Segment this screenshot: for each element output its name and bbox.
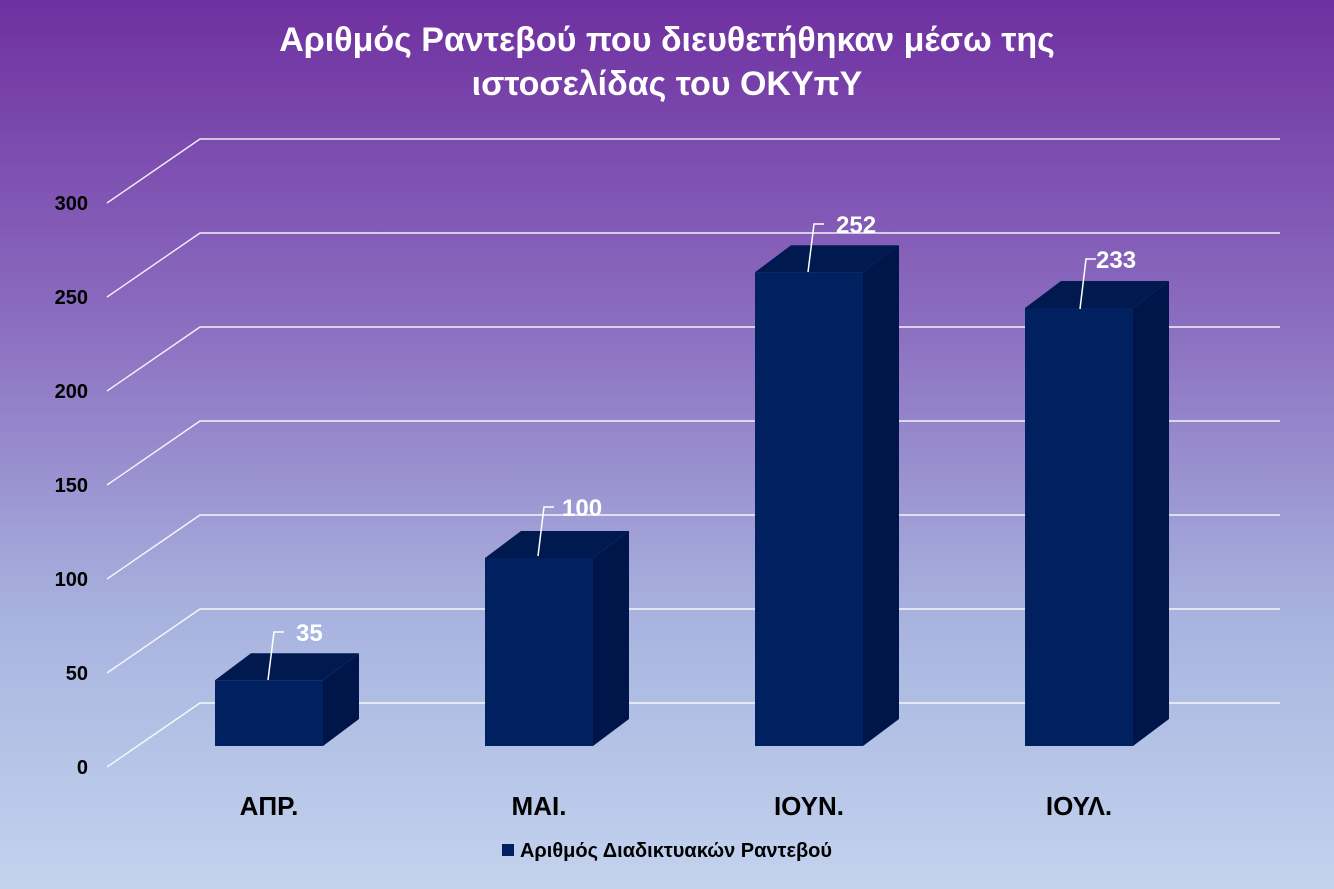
bar xyxy=(485,531,629,746)
bar xyxy=(215,653,359,746)
bars xyxy=(215,245,1169,747)
bar xyxy=(1025,280,1169,746)
bar-top xyxy=(755,245,899,273)
gridline xyxy=(106,608,1280,674)
bar-front xyxy=(215,680,323,746)
chart-title-line-2: ιστοσελίδας του ΟΚΥπΥ xyxy=(471,65,863,103)
data-label-leader xyxy=(537,506,554,557)
data-labels: 35 100 252 233 xyxy=(267,212,1136,681)
data-label-leader xyxy=(267,631,284,681)
data-label: 100 xyxy=(562,495,602,522)
data-label: 35 xyxy=(296,620,323,647)
y-tick-label: 200 xyxy=(55,381,88,403)
gridlines xyxy=(106,138,1280,768)
legend-swatch xyxy=(501,844,514,856)
bar-side xyxy=(863,245,899,747)
data-label: 252 xyxy=(836,212,876,239)
gridline xyxy=(106,702,1280,768)
y-tick-label: 50 xyxy=(66,663,88,685)
y-tick-label: 250 xyxy=(55,287,88,309)
x-tick-label: ΙΟΥΝ. xyxy=(774,791,844,821)
bar-front xyxy=(485,558,593,746)
gridline xyxy=(106,514,1280,580)
x-tick-label: ΙΟΥΛ. xyxy=(1046,791,1112,821)
chart-title-line-1: Αριθμός Ραντεβού που διευθετήθηκαν μέσω … xyxy=(279,21,1055,59)
bar-side xyxy=(593,531,629,746)
x-axis-ticks: ΑΠΡ. ΜΑΙ. ΙΟΥΝ. ΙΟΥΛ. xyxy=(240,791,1113,821)
bar-front xyxy=(755,272,863,746)
bar-top xyxy=(1025,280,1169,308)
y-tick-label: 300 xyxy=(55,193,88,215)
legend-label: Αριθμός Διαδικτυακών Ραντεβού xyxy=(519,840,833,862)
x-tick-label: ΜΑΙ. xyxy=(512,791,567,821)
data-label-leader xyxy=(1079,258,1096,310)
gridline xyxy=(106,326,1280,392)
bar-top xyxy=(485,531,629,558)
y-axis-ticks: 0 50 100 150 200 250 300 xyxy=(55,193,88,779)
x-tick-label: ΑΠΡ. xyxy=(240,791,299,821)
data-label-leader xyxy=(807,223,824,273)
bar-top xyxy=(215,653,359,681)
bar xyxy=(755,245,899,747)
chart-title: Αριθμός Ραντεβού που διευθετήθηκαν μέσω … xyxy=(0,18,1334,106)
y-tick-label: 0 xyxy=(77,757,88,779)
bar-side xyxy=(323,653,359,746)
legend: Αριθμός Διαδικτυακών Ραντεβού xyxy=(0,840,1334,863)
y-tick-label: 150 xyxy=(55,475,88,497)
bar-front xyxy=(1025,307,1133,746)
gridline xyxy=(106,232,1280,298)
data-label: 233 xyxy=(1096,247,1136,274)
y-tick-label: 100 xyxy=(55,569,88,591)
bar-side xyxy=(1133,280,1169,746)
gridline xyxy=(106,420,1280,486)
gridline xyxy=(106,138,1280,204)
